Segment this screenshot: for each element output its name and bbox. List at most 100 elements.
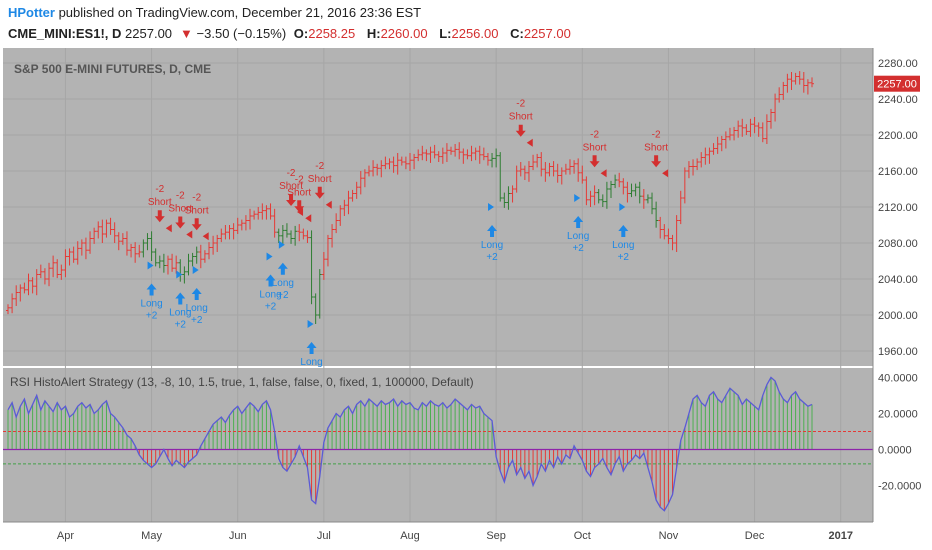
time-tick-label: Jul <box>317 530 331 542</box>
price-tick-label: 1960.00 <box>878 346 918 358</box>
ohlc-legend: CME_MINI:ES1!, D 2257.00 ▼ −3.50 (−0.15%)… <box>8 26 579 41</box>
price-tick-label: 2080.00 <box>878 238 918 250</box>
time-tick-label: Jun <box>229 530 247 542</box>
long-entry-marker-icon <box>619 203 626 211</box>
time-tick-label: Sep <box>486 530 506 542</box>
time-tick-label: Nov <box>659 530 679 542</box>
long-entry-marker-icon <box>266 252 273 261</box>
short-entry-marker-icon <box>165 224 172 233</box>
author-link[interactable]: HPotter <box>8 5 55 20</box>
close-label: C: <box>510 26 524 41</box>
low-value: 2256.00 <box>451 26 499 41</box>
high-value: 2260.00 <box>380 26 428 41</box>
short-qty-label: -2 <box>315 161 324 172</box>
long-entry-marker-icon <box>307 320 314 328</box>
long-label: Long <box>481 240 503 251</box>
time-tick-label: Dec <box>745 530 765 542</box>
price-tick-label: 2200.00 <box>878 130 918 142</box>
long-entry-marker-icon <box>192 266 199 274</box>
long-label: Long <box>259 290 281 301</box>
short-label: Short <box>308 174 332 185</box>
long-label: Long <box>186 303 208 314</box>
price-tick-label: 2040.00 <box>878 274 918 286</box>
long-qty-label: +2 <box>572 243 584 254</box>
short-qty-label: -2 <box>176 191 185 202</box>
short-arrow-icon <box>175 216 186 229</box>
last-price-tag: 2257.00 <box>874 75 920 92</box>
indicator-tick-label: 20.0000 <box>878 408 918 420</box>
close-value: 2257.00 <box>523 26 571 41</box>
short-qty-label: -2 <box>155 184 164 195</box>
open-value: 2258.25 <box>308 26 356 41</box>
long-arrow-icon <box>146 283 157 296</box>
short-qty-label: -2 <box>192 192 201 203</box>
short-arrow-icon <box>294 200 305 213</box>
long-label: Long <box>567 231 589 242</box>
short-label: Short <box>185 205 209 216</box>
long-arrow-icon <box>175 292 186 305</box>
short-entry-marker-icon <box>297 208 304 216</box>
long-label: Long <box>272 278 294 289</box>
short-qty-label: -2 <box>590 129 599 140</box>
price-chart-title: S&P 500 E-MINI FUTURES, D, CME <box>14 62 211 76</box>
high-label: H: <box>366 26 381 41</box>
short-entry-marker-icon <box>526 138 533 147</box>
long-entry-marker-icon <box>147 261 154 270</box>
short-label: Short <box>287 187 311 198</box>
last-price: 2257.00 <box>125 26 173 41</box>
short-arrow-icon <box>314 186 325 199</box>
short-entry-marker-icon <box>186 230 193 239</box>
short-qty-label: -2 <box>295 174 304 185</box>
open-label: O: <box>293 26 309 41</box>
long-entry-marker-icon <box>176 270 183 279</box>
change-value: −3.50 (−0.15%) <box>196 26 287 41</box>
long-qty-label: +2 <box>191 315 203 326</box>
long-qty-label: +2 <box>146 311 158 322</box>
indicator-title: RSI HistoAlert Strategy (13, -8, 10, 1.5… <box>10 375 474 389</box>
rsi-line <box>7 376 813 512</box>
long-qty-label: +2 <box>175 320 187 331</box>
chart-header: HPotter published on TradingView.com, De… <box>0 0 932 46</box>
change-down-icon: ▼ <box>180 26 193 41</box>
symbol-label: CME_MINI:ES1!, D <box>8 26 122 41</box>
time-tick-label: 2017 <box>828 530 852 542</box>
time-tick-label: Aug <box>400 530 420 542</box>
long-arrow-icon <box>573 216 584 228</box>
short-label: Short <box>168 204 192 215</box>
long-qty-label: +2 <box>265 302 277 313</box>
price-tick-label: 2120.00 <box>878 202 918 214</box>
long-label: Long <box>169 308 191 319</box>
short-arrow-icon <box>651 155 662 168</box>
short-entry-marker-icon <box>600 169 607 178</box>
short-qty-label: -2 <box>287 168 296 179</box>
published-text: published on TradingView.com, December 2… <box>58 5 422 20</box>
short-entry-marker-icon <box>202 232 209 241</box>
short-entry-marker-icon <box>325 200 332 209</box>
chart-canvas[interactable]: -2Short-2Short-2Short-2Short-2Short-2Sho… <box>0 46 932 550</box>
long-entry-marker-icon <box>488 203 495 211</box>
price-tick-label: 2160.00 <box>878 166 918 178</box>
short-entry-marker-icon <box>662 169 669 178</box>
indicator-tick-label: -20.0000 <box>878 481 921 493</box>
long-label: Long <box>300 357 322 368</box>
long-label: Long <box>140 299 162 310</box>
short-arrow-icon <box>154 210 165 223</box>
long-qty-label: +2 <box>277 290 289 301</box>
long-entry-marker-icon <box>574 194 581 202</box>
price-tick-label: 2240.00 <box>878 94 918 106</box>
indicator-tick-label: 40.0000 <box>878 372 918 384</box>
short-arrow-icon <box>191 218 202 231</box>
long-arrow-icon <box>277 262 288 275</box>
publish-info: HPotter published on TradingView.com, De… <box>8 5 421 20</box>
short-arrow-icon <box>286 194 297 206</box>
indicator-tick-label: 0.0000 <box>878 445 912 457</box>
long-arrow-icon <box>487 225 498 237</box>
long-arrow-icon <box>306 342 317 354</box>
long-arrow-icon <box>618 225 629 237</box>
indicator-pane[interactable] <box>3 368 873 522</box>
price-tick-label: 2280.00 <box>878 58 918 70</box>
last-price-tag-label: 2257.00 <box>877 79 917 91</box>
short-label: Short <box>148 197 172 208</box>
short-entry-marker-icon <box>305 214 312 223</box>
time-tick-label: Oct <box>574 530 591 542</box>
